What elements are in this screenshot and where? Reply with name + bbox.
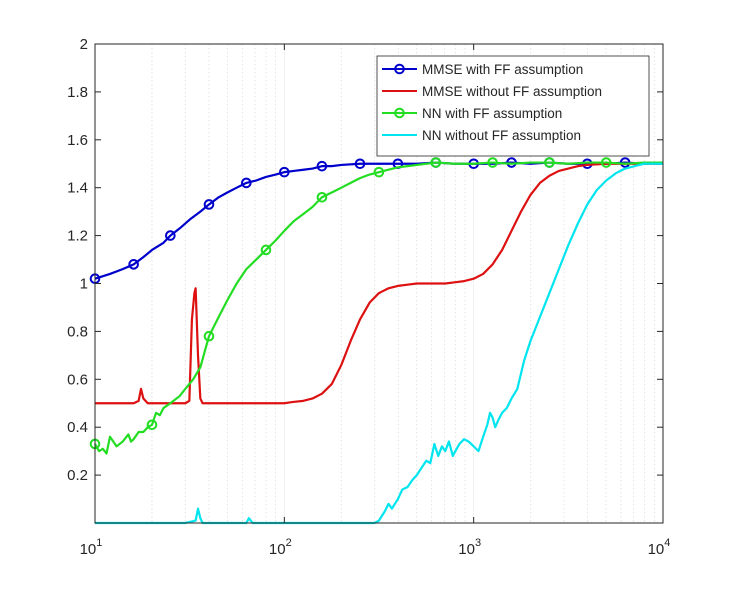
x-tick-label: 103	[458, 537, 481, 558]
series-marker-0	[203, 199, 215, 210]
y-tick-label: 0.8	[67, 323, 88, 340]
legend: MMSE with FF assumption MMSE without FF a…	[376, 55, 650, 157]
y-tick-label: 1.8	[67, 84, 88, 101]
series-marker-2	[600, 157, 612, 168]
series-marker-0	[165, 230, 176, 241]
legend-label-0: MMSE with FF assumption	[422, 62, 583, 77]
y-tick-label: 1	[80, 276, 88, 293]
series-marker-2	[316, 191, 328, 203]
series-line-2	[94, 161, 663, 455]
y-tick-label: 0.6	[67, 371, 88, 388]
legend-label-3: NN without FF assumption	[422, 128, 581, 143]
series-marker-2	[430, 157, 442, 168]
series-marker-2	[487, 157, 498, 168]
series-line-1	[95, 162, 663, 405]
legend-label-1: MMSE without FF assumption	[422, 84, 602, 99]
x-tick-label: 101	[80, 537, 103, 558]
legend-label-2: NN with FF assumption	[422, 106, 562, 121]
series-layer	[89, 157, 664, 525]
series-marker-2	[373, 166, 385, 178]
legend-marker-2	[394, 107, 405, 119]
series-line-0	[94, 161, 664, 280]
x-tick-label-base: 10	[269, 541, 286, 558]
series-marker-2	[146, 419, 158, 431]
y-tick-label: 0.2	[67, 467, 88, 484]
series-marker-2	[203, 330, 215, 342]
series-marker-0	[354, 158, 366, 170]
x-tick-label-base: 10	[80, 541, 97, 558]
series-marker-2	[544, 157, 555, 168]
series-marker-0	[241, 177, 252, 189]
y-tick-label: 1.2	[67, 228, 88, 245]
y-tick-label: 1.4	[67, 180, 88, 197]
x-tick-label-base: 10	[648, 541, 665, 558]
series-marker-0	[128, 259, 139, 270]
series-marker-2	[260, 244, 272, 256]
x-tick-label-exponent: 2	[286, 537, 292, 549]
x-tick-label: 104	[648, 537, 671, 558]
y-tick-label: 2	[80, 36, 88, 53]
x-tick-label-exponent: 3	[475, 537, 481, 549]
legend-marker-0	[394, 63, 405, 75]
x-tick-label-exponent: 4	[664, 537, 670, 549]
x-tick-label: 102	[269, 537, 292, 558]
y-tick-label: 0.4	[67, 419, 88, 436]
series-marker-0	[316, 160, 328, 172]
y-tick-label: 1.6	[67, 132, 88, 149]
x-tick-label-base: 10	[458, 541, 475, 558]
legend-box	[376, 55, 650, 157]
series-marker-0	[279, 166, 290, 178]
x-tick-label-exponent: 1	[96, 537, 102, 549]
